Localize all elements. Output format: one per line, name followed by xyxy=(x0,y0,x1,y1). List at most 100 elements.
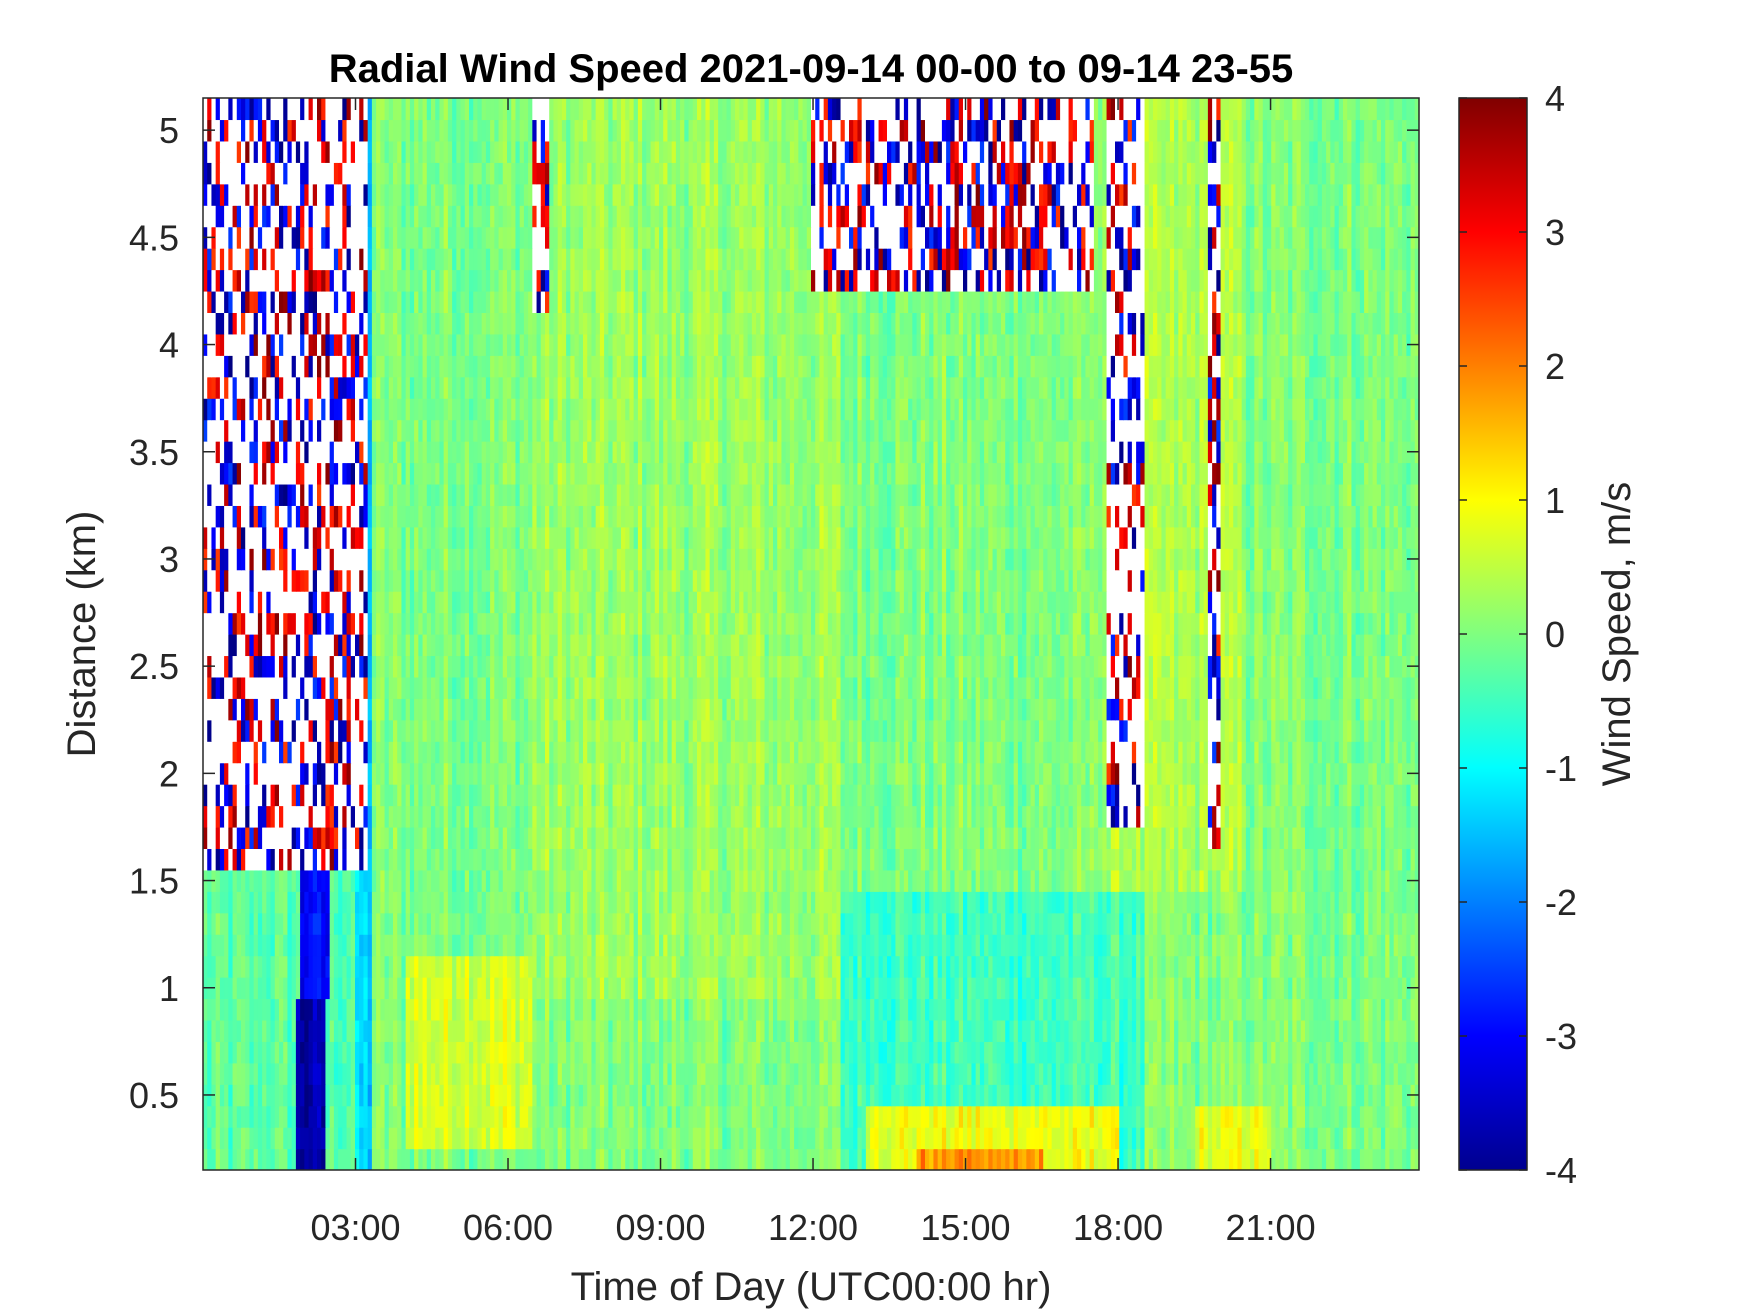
heatmap-cell xyxy=(1157,869,1163,892)
heatmap-cell xyxy=(912,1019,918,1042)
heatmap-cell xyxy=(1216,1041,1222,1064)
heatmap-cell xyxy=(625,1148,631,1170)
heatmap-cell xyxy=(291,1019,297,1042)
heatmap-cell xyxy=(561,955,567,978)
heatmap-cell xyxy=(697,891,702,914)
heatmap-cell xyxy=(840,1148,846,1170)
heatmap-cell xyxy=(523,1105,529,1128)
heatmap-cell xyxy=(659,1127,664,1150)
heatmap-cell xyxy=(515,805,521,828)
heatmap-cell xyxy=(819,848,825,871)
heatmap-cell xyxy=(832,955,837,978)
heatmap-cell xyxy=(1402,977,1407,1000)
heatmap-cell xyxy=(439,998,445,1021)
heatmap-cell xyxy=(1364,977,1369,1000)
heatmap-cell xyxy=(764,891,770,914)
heatmap-cell xyxy=(262,805,267,828)
heatmap-cell xyxy=(528,934,533,957)
heatmap-cell xyxy=(1317,848,1323,871)
heatmap-cell xyxy=(823,1105,829,1128)
heatmap-cell xyxy=(363,784,369,807)
heatmap-cell xyxy=(388,1041,394,1064)
heatmap-cell xyxy=(1326,891,1331,914)
heatmap-cell xyxy=(1288,891,1293,914)
heatmap-cell xyxy=(629,955,635,978)
heatmap-cell xyxy=(1364,1019,1369,1042)
heatmap-cell xyxy=(536,1127,542,1150)
heatmap-cell xyxy=(1174,1041,1179,1064)
heatmap-cell xyxy=(650,955,656,978)
heatmap-cell xyxy=(1397,805,1403,828)
heatmap-cell xyxy=(891,869,897,892)
heatmap-cell xyxy=(405,1084,411,1107)
heatmap-cell xyxy=(688,826,694,849)
heatmap-cell xyxy=(1393,1062,1399,1085)
heatmap-cell xyxy=(540,891,546,914)
heatmap-cell xyxy=(439,977,445,1000)
heatmap-cell xyxy=(342,998,348,1021)
heatmap-cell xyxy=(1237,826,1243,849)
heatmap-cell xyxy=(528,955,533,978)
heatmap-cell xyxy=(768,912,774,935)
heatmap-cell xyxy=(232,869,238,892)
heatmap-cell xyxy=(1072,1019,1078,1042)
heatmap-cell xyxy=(1389,1127,1395,1150)
heatmap-cell xyxy=(359,869,365,892)
heatmap-cell xyxy=(1110,977,1116,1000)
heatmap-cell xyxy=(1157,912,1163,935)
heatmap-cell xyxy=(266,848,272,871)
heatmap-cell xyxy=(819,955,825,978)
heatmap-cell xyxy=(578,869,584,892)
heatmap-cell xyxy=(435,1084,441,1107)
heatmap-cell xyxy=(1203,1062,1209,1085)
heatmap-cell xyxy=(249,805,255,828)
heatmap-cell xyxy=(1131,1148,1137,1170)
heatmap-cell xyxy=(777,1084,783,1107)
heatmap-cell xyxy=(1013,1105,1019,1128)
heatmap-cell xyxy=(794,1127,799,1150)
heatmap-cell xyxy=(464,1019,470,1042)
heatmap-cell xyxy=(916,826,922,849)
heatmap-cell xyxy=(1001,1105,1006,1128)
heatmap-cell xyxy=(236,784,242,807)
heatmap-cell xyxy=(1186,912,1192,935)
heatmap-cell xyxy=(418,1041,424,1064)
heatmap-cell xyxy=(1005,977,1011,1000)
heatmap-cell xyxy=(1009,1148,1015,1170)
heatmap-cell xyxy=(832,1127,837,1150)
heatmap-cell xyxy=(929,848,935,871)
heatmap-cell xyxy=(443,934,449,957)
heatmap-cell xyxy=(675,1019,681,1042)
heatmap-cell xyxy=(498,784,504,807)
heatmap-cell xyxy=(1136,912,1141,935)
heatmap-cell xyxy=(279,955,284,978)
heatmap-cell xyxy=(591,805,597,828)
heatmap-cell xyxy=(929,977,935,1000)
heatmap-cell xyxy=(861,998,867,1021)
heatmap-cell xyxy=(718,1084,723,1107)
heatmap-cell xyxy=(224,1041,229,1064)
heatmap-cell xyxy=(583,1148,588,1170)
heatmap-cell xyxy=(1195,998,1201,1021)
heatmap-cell xyxy=(595,805,601,828)
heatmap-cell xyxy=(1022,848,1027,871)
heatmap-cell xyxy=(637,1041,643,1064)
heatmap-cell xyxy=(1229,1105,1234,1128)
heatmap-cell xyxy=(1030,869,1036,892)
heatmap-cell xyxy=(422,891,428,914)
heatmap-cell xyxy=(1359,955,1365,978)
heatmap-cell xyxy=(583,891,588,914)
heatmap-cell xyxy=(713,955,719,978)
heatmap-cell xyxy=(946,955,951,978)
heatmap-cell xyxy=(507,1148,512,1170)
heatmap-cell xyxy=(300,1062,305,1085)
heatmap-cell xyxy=(1191,912,1196,935)
heatmap-cell xyxy=(1216,1148,1222,1170)
heatmap-cell xyxy=(811,998,816,1021)
heatmap-cell xyxy=(557,891,563,914)
heatmap-cell xyxy=(1338,998,1344,1021)
heatmap-cell xyxy=(397,1084,403,1107)
heatmap-cell xyxy=(1077,998,1082,1021)
heatmap-cell xyxy=(1203,869,1209,892)
heatmap-cell xyxy=(933,826,939,849)
